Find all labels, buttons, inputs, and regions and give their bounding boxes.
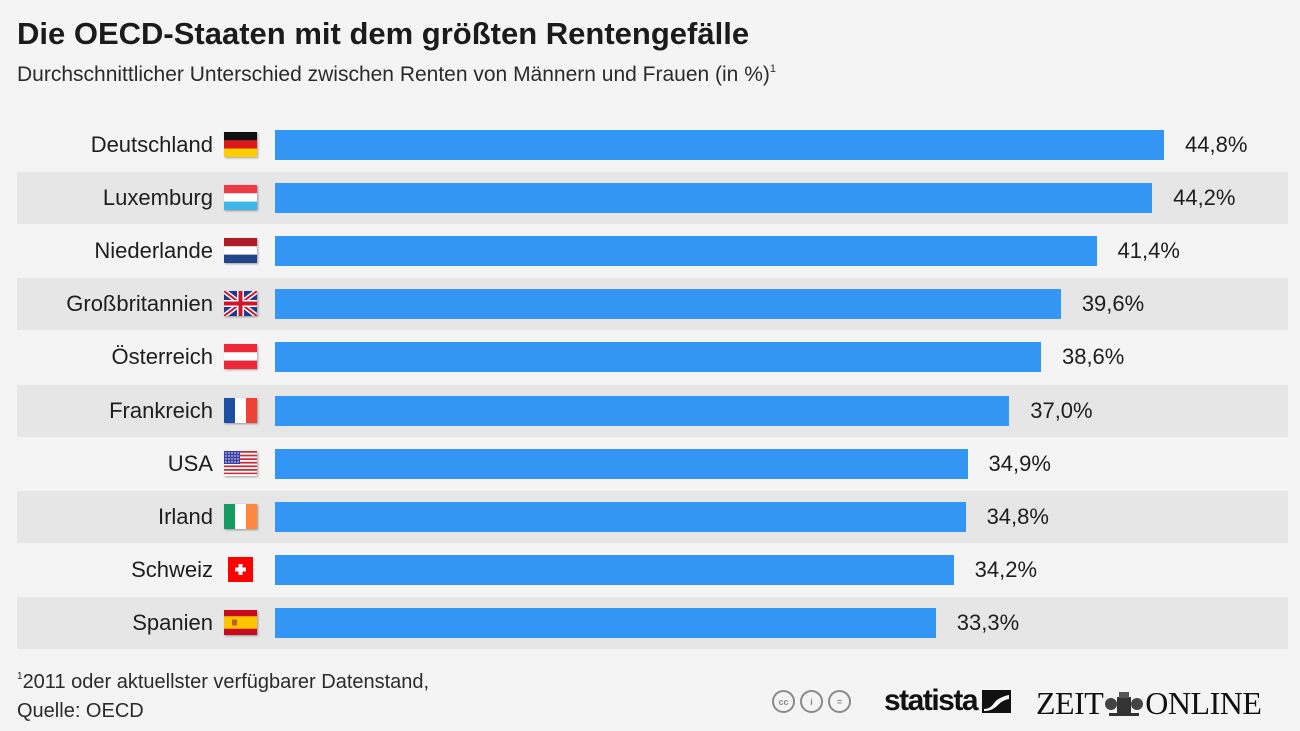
statista-wordmark: statista [884, 684, 979, 717]
cc-icon[interactable]: cc [772, 690, 795, 713]
subtitle-footnote-marker: 1 [769, 63, 776, 75]
value-label: 44,8% [1185, 132, 1248, 157]
usa-flag-icon [224, 450, 257, 476]
bar [275, 289, 1061, 320]
value-label: 38,6% [1061, 344, 1125, 370]
value-label: 39,6% [1081, 291, 1145, 317]
statista-logo[interactable]: statista [884, 684, 1012, 718]
bar [275, 236, 1097, 267]
bar [275, 183, 1153, 214]
uk-flag-icon [224, 291, 257, 317]
bar [275, 448, 968, 479]
france-flag-icon [224, 397, 257, 423]
value-label: 44,2% [1173, 185, 1236, 211]
bar [275, 130, 1164, 160]
category-label: Österreich [111, 344, 213, 370]
bar [275, 342, 1041, 373]
no-derivatives-icon[interactable]: = [828, 690, 851, 713]
switzerland-flag-icon [228, 556, 253, 582]
value-label: 37,0% [1030, 397, 1093, 423]
category-label: Frankreich [109, 397, 213, 423]
license-icons[interactable]: cc i = [772, 690, 851, 713]
category-label: Deutschland [90, 132, 213, 157]
attribution-icon[interactable]: i [800, 690, 823, 713]
bar [275, 554, 954, 585]
zeit-wordmark-right: ONLINE [1145, 685, 1262, 721]
category-label: Schweiz [131, 556, 213, 582]
germany-flag-icon [224, 132, 257, 157]
bar [275, 395, 1010, 426]
value-label: 34,8% [986, 503, 1049, 529]
category-label: Spanien [132, 609, 213, 635]
source-text: Quelle: OECD [17, 700, 144, 722]
austria-flag-icon [224, 344, 257, 370]
category-label: Großbritannien [66, 291, 213, 317]
footnote: 12011 oder aktuellster verfügbarer Daten… [17, 662, 429, 726]
value-label: 33,3% [956, 609, 1020, 635]
value-label: 34,9% [988, 450, 1051, 476]
netherlands-flag-icon [224, 238, 257, 264]
zeit-wordmark-left: ZEIT [1036, 685, 1104, 721]
subtitle-text: Durchschnittlicher Unterschied zwischen … [17, 63, 770, 86]
statista-mark-icon [982, 689, 1012, 713]
luxembourg-flag-icon [224, 185, 257, 211]
ireland-flag-icon [224, 503, 257, 529]
category-label: Luxemburg [102, 185, 213, 211]
category-label: Niederlande [94, 238, 213, 264]
footnote-text: 2011 oder aktuellster verfügbarer Datens… [22, 671, 430, 693]
zeit-online-logo[interactable]: ZEIT ONLINE [1036, 685, 1262, 722]
zeit-crest-icon [1105, 691, 1144, 716]
chart-subtitle: Durchschnittlicher Unterschied zwischen … [17, 63, 776, 87]
category-label: Irland [157, 503, 213, 529]
spain-flag-icon [224, 609, 257, 635]
footnote-marker: 1 [17, 671, 23, 682]
value-label: 41,4% [1117, 238, 1180, 264]
chart-title: Die OECD-Staaten mit dem größten Renteng… [17, 16, 750, 51]
bar [275, 607, 936, 638]
category-label: USA [167, 450, 213, 476]
bar [275, 501, 966, 532]
value-label: 34,2% [974, 556, 1038, 582]
